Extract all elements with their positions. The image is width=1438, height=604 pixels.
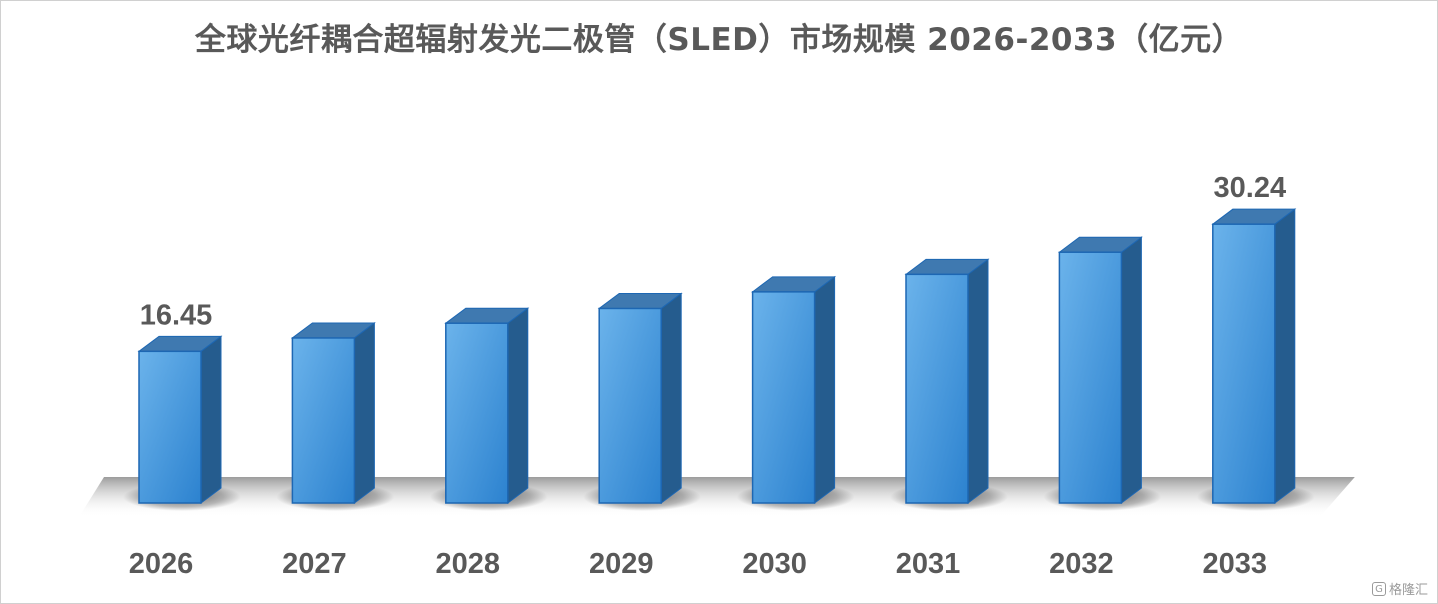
bar-2029 (583, 292, 702, 511)
bar-2031 (890, 258, 1008, 511)
bar-side-face (814, 275, 836, 504)
bar-front-face (138, 350, 202, 504)
bar-side-face (353, 321, 375, 504)
bar-2026 (123, 335, 241, 511)
bar-side-face (507, 307, 529, 504)
bar-side-face (1120, 236, 1142, 504)
floor-plane (79, 477, 1355, 517)
bar-front-face (751, 291, 816, 504)
bar-side-face (967, 258, 989, 504)
data-labels-group: 16.45 30.24 (140, 172, 1286, 331)
bar-front-face (445, 322, 509, 504)
x-tick-label: 2033 (1203, 548, 1268, 580)
x-tick-label: 2030 (742, 548, 807, 580)
data-label-2026: 16.45 (140, 299, 213, 331)
bar-2033 (1196, 208, 1315, 511)
watermark-logo-icon: G (1371, 581, 1386, 596)
x-axis: 2026 2027 2028 2029 2030 2031 2032 2033 (129, 548, 1267, 580)
bar-2030 (736, 275, 855, 511)
bar-front-face (291, 337, 356, 504)
chart-title: 全球光纤耦合超辐射发光二极管（SLED）市场规模 2026-2033（亿元） (194, 22, 1244, 58)
watermark-text: 格隆汇 (1388, 583, 1428, 598)
x-tick-label: 2032 (1049, 548, 1114, 580)
bar-2032 (1043, 236, 1162, 511)
bar-2027 (276, 321, 395, 511)
bar-side-face (660, 292, 682, 504)
bar-front-face (905, 273, 969, 504)
x-tick-label: 2028 (436, 548, 501, 580)
x-tick-label: 2026 (129, 548, 194, 580)
bar-front-face (598, 307, 662, 504)
x-tick-label: 2029 (589, 548, 654, 580)
bars-group (123, 208, 1315, 511)
x-tick-label: 2031 (896, 548, 961, 580)
chart-floor (79, 477, 1355, 517)
watermark: G 格隆汇 (1371, 579, 1428, 598)
bar-2028 (429, 307, 548, 511)
bar-front-face (1212, 223, 1276, 504)
bar-front-face (1058, 251, 1123, 504)
bar-side-face (200, 335, 222, 504)
x-tick-label: 2027 (282, 548, 347, 580)
data-label-2033: 30.24 (1214, 172, 1287, 204)
bar-side-face (1274, 208, 1296, 504)
